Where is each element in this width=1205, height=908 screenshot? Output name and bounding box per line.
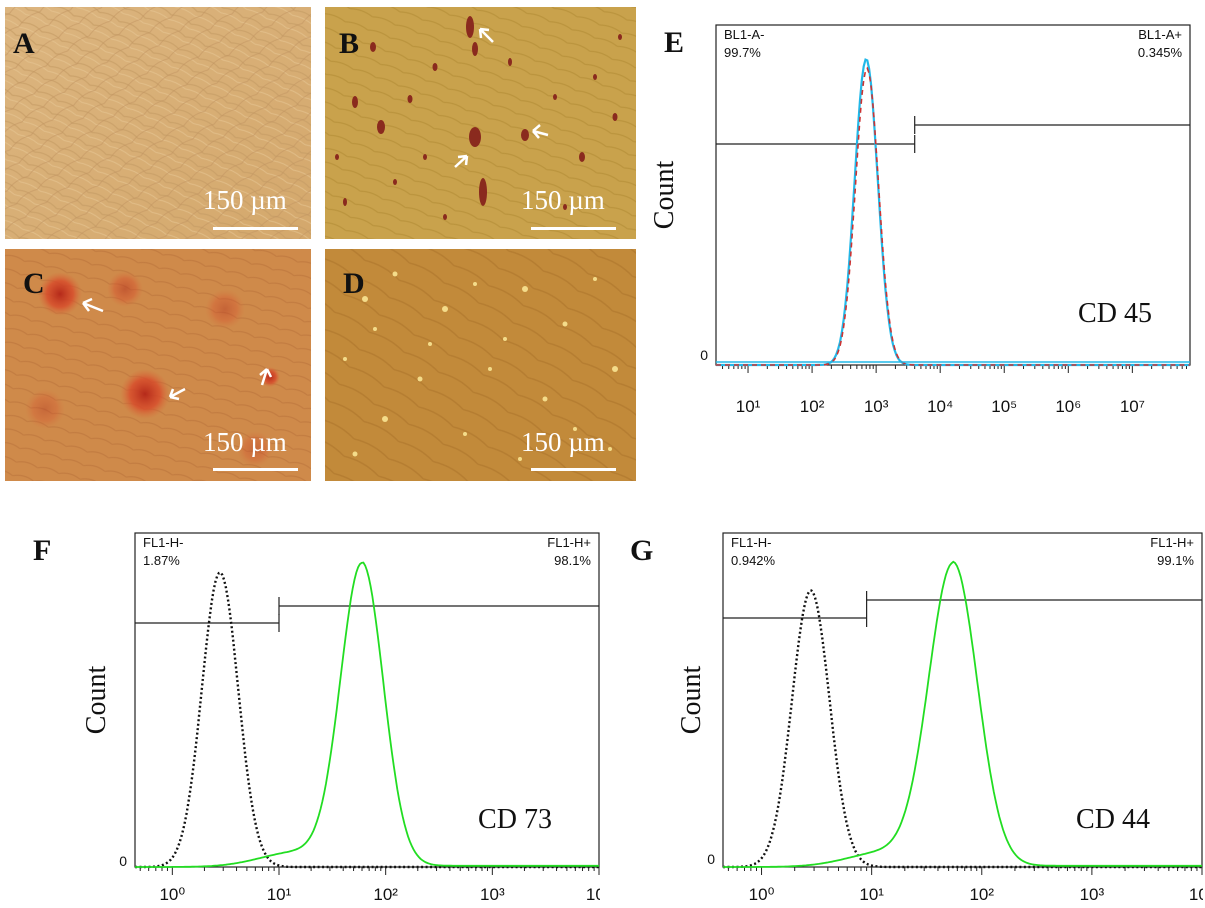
y-axis-label: Count: [649, 161, 680, 230]
histogram-series-1: [716, 66, 1190, 366]
x-tick-label: 10¹: [267, 885, 292, 904]
marker-label: CD 45: [1078, 298, 1152, 329]
lipid-droplets-d: [343, 271, 618, 461]
micrograph-a-image: [5, 7, 311, 239]
arrows-b: [454, 27, 549, 168]
isotype-histogram: [135, 571, 599, 869]
arrows-c: [82, 297, 273, 401]
gate-label-positive: FL1-H+: [547, 535, 591, 550]
x-tick-label: 10⁴: [586, 885, 600, 904]
scale-bar-a: [213, 227, 298, 230]
x-tick-label: 10¹: [736, 397, 761, 416]
plot-frame: [134, 532, 600, 868]
marker-histogram: [135, 561, 599, 868]
scale-bar-text-c: 150 µm: [203, 427, 287, 457]
panel-label-d: D: [343, 267, 365, 300]
y-tick-label: 0: [700, 347, 708, 363]
panel-label-f: F: [33, 534, 52, 567]
x-tick-label: 10²: [800, 397, 825, 416]
x-tick-label: 10⁴: [1189, 885, 1203, 904]
x-tick-label: 10⁶: [1055, 397, 1081, 416]
micrograph-c-image: [5, 249, 311, 481]
gate-percent-negative: 99.7%: [724, 45, 761, 60]
scale-bar-text-d: 150 µm: [521, 427, 605, 457]
x-tick-label: 10⁷: [1120, 397, 1145, 416]
micrograph-d-image: [325, 249, 636, 481]
y-tick-label: 0: [119, 853, 127, 869]
gate-percent-positive: 98.1%: [554, 553, 591, 568]
gate-label-negative: FL1-H-: [731, 535, 771, 550]
x-tick-label: 10³: [480, 885, 505, 904]
x-tick-label: 10⁰: [749, 885, 775, 904]
gate-label-positive: BL1-A+: [1138, 27, 1182, 42]
x-tick-label: 10⁰: [159, 885, 185, 904]
marker-label: CD 73: [478, 804, 552, 835]
isotype-histogram: [723, 589, 1202, 869]
y-axis-label: Count: [81, 666, 112, 735]
y-tick-label: 0: [707, 851, 715, 867]
histogram-g: Count 0 10⁰ 10¹ 10² 10³ 10⁴ FL1-H- 0.942% FL1-H+ 9…: [678, 532, 1203, 904]
gate-percent-positive: 0.345%: [1138, 45, 1183, 60]
x-tick-label: 10³: [864, 397, 889, 416]
panel-label-e: E: [664, 26, 685, 59]
micrograph-panel-a: A 150 µm: [5, 7, 311, 239]
scale-bar-text-b: 150 µm: [521, 185, 605, 215]
gate-label-negative: BL1-A-: [724, 27, 764, 42]
marker-histogram: [723, 560, 1202, 868]
scale-bar-c: [213, 468, 298, 471]
micrograph-panel-d: D 150 µm: [325, 249, 636, 481]
histogram-f: Count 0 10⁰ 10¹ 10² 10³ 10⁴ FL1-H- 1.87% FL1-H+ 98…: [81, 532, 600, 904]
histogram-e: Count 0 10¹ 10² 10³ 10⁴ 10⁵ 10⁶ 10⁷ BL1-A- 99.7% BL…: [649, 24, 1191, 416]
x-tick-label: 10⁴: [927, 397, 953, 416]
scale-bar-text-a: 150 µm: [203, 185, 287, 215]
gate-label-negative: FL1-H-: [143, 535, 183, 550]
mineral-deposits-b: [335, 16, 622, 220]
gate-label-positive: FL1-H+: [1150, 535, 1194, 550]
micrograph-panel-c: C 150 µm: [5, 249, 311, 481]
panel-label-g: G: [630, 534, 654, 567]
x-tick-label: 10⁵: [991, 397, 1017, 416]
y-axis-label: Count: [678, 666, 707, 735]
panel-label-a: A: [13, 27, 35, 60]
micrograph-panel-b: B 150 µm: [325, 7, 636, 239]
x-tick-label: 10²: [373, 885, 398, 904]
gate-percent-positive: 99.1%: [1157, 553, 1194, 568]
scale-bar-b: [531, 227, 616, 230]
panel-label-b: B: [339, 27, 360, 60]
marker-label: CD 44: [1076, 804, 1150, 835]
x-tick-label: 10³: [1080, 885, 1105, 904]
micrograph-b-image: [325, 7, 636, 239]
gate-percent-negative: 0.942%: [731, 553, 776, 568]
x-tick-label: 10²: [969, 885, 994, 904]
x-tick-label: 10¹: [859, 885, 884, 904]
gate-percent-negative: 1.87%: [143, 553, 180, 568]
scale-bar-d: [531, 468, 616, 471]
panel-label-c: C: [23, 267, 45, 300]
